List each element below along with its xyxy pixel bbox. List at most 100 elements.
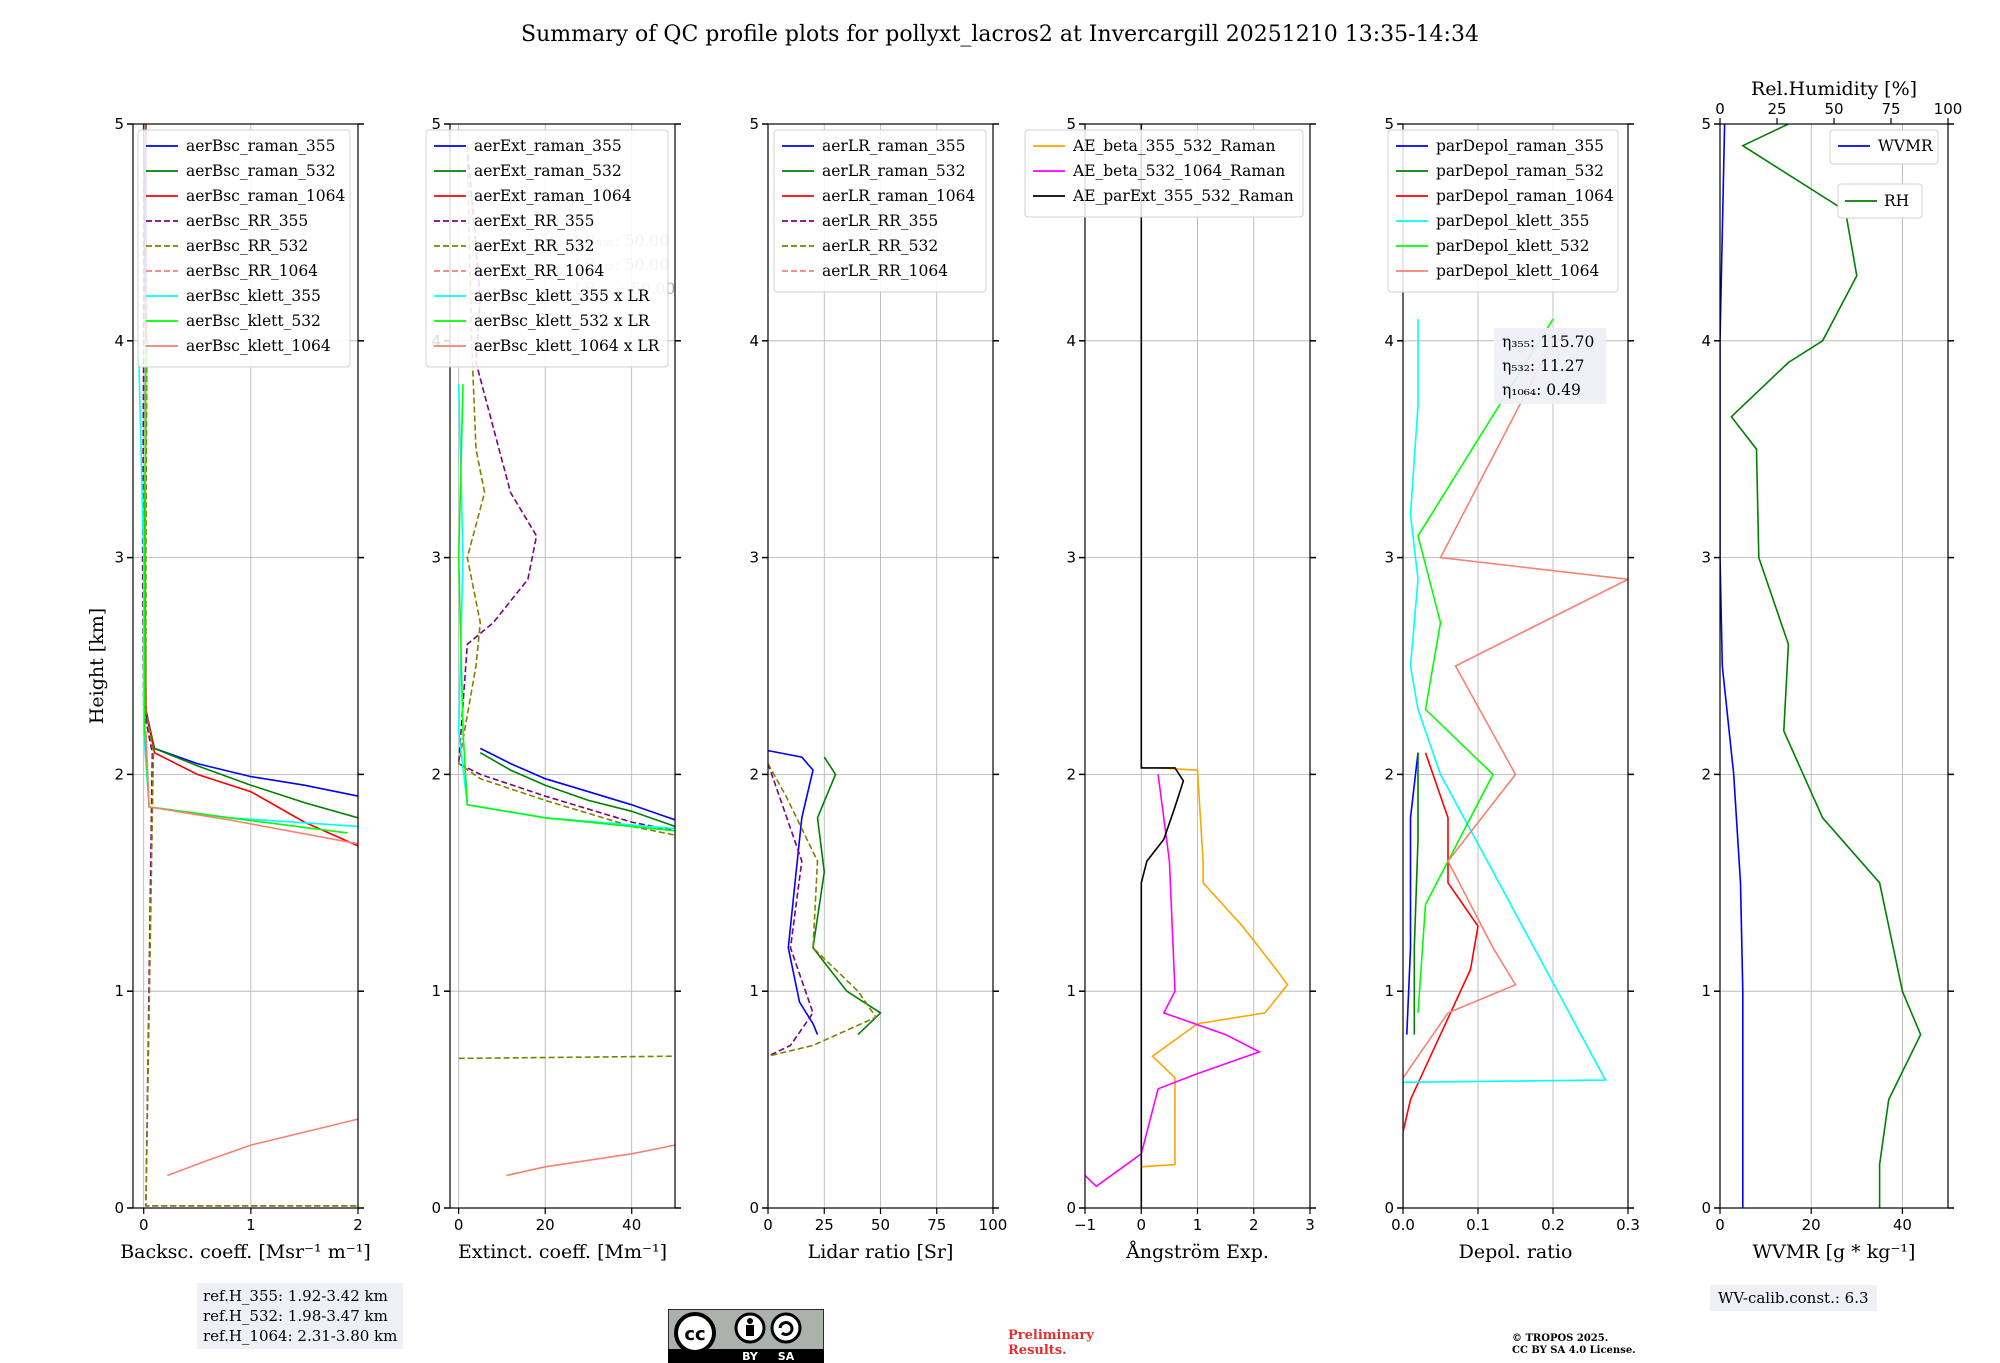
xtick-label: 0: [763, 1216, 773, 1234]
ytick-label: 5: [1384, 115, 1394, 133]
figure-title: Summary of QC profile plots for pollyxt_…: [521, 22, 1479, 47]
legend: AE_beta_355_532_Raman AE_beta_532_1064_Ra…: [1024, 129, 1304, 218]
ytick-label: 1: [114, 982, 124, 1000]
series-aerbsc-klett-532-x-lr: [457, 384, 675, 832]
xtick-label: 2: [1249, 1216, 1259, 1234]
legend-label: aerBsc_klett_532 x LR: [474, 312, 651, 330]
legend-label: aerExt_raman_532: [474, 162, 622, 180]
series-aerext-rr-low: [458, 1055, 675, 1060]
legend-frame: [137, 129, 351, 368]
series-aerext-rr-532: [457, 145, 675, 836]
axes-frame: [132, 123, 359, 1209]
ytick-label: 4: [114, 332, 124, 350]
ref-height-1064: ref.H_1064: 2.31-3.80 km: [203, 1327, 398, 1345]
ytick-label: 3: [1384, 549, 1394, 567]
ytick-label: 5: [1701, 115, 1711, 133]
ytick-label: 1: [1066, 982, 1076, 1000]
legend-label: aerBsc_klett_1064: [186, 337, 331, 355]
xtick-label: 25: [815, 1216, 834, 1234]
ytick-label: 0: [1066, 1199, 1076, 1217]
legend-label: aerBsc_raman_532: [186, 162, 336, 180]
legend: WVMR: [1829, 129, 1939, 165]
series-aerbsc-klett-1064-upper-: [145, 730, 358, 845]
panel-depol: 0 1 2 3 4 5 0.0 0.1 0.2 0.3 Depol. ratio η₃₅₅: 115.…: [1384, 115, 1639, 1263]
ytick-label: 0: [1384, 1199, 1394, 1217]
ytick-label: 2: [1066, 765, 1076, 783]
legend-label: RH: [1884, 192, 1909, 210]
series-aerbsc-klett-1064-x-lr: [506, 1144, 675, 1177]
series-group: [1720, 124, 1922, 1208]
annotation-line: η₁₀₆₄: 0.49: [1502, 381, 1581, 399]
legend: aerLR_raman_355 aerLR_raman_532 aerLR_rama…: [773, 129, 987, 293]
legend-frame: [1837, 183, 1923, 219]
series-group: [137, 124, 358, 1207]
xaxis-label: WVMR [g * kg⁻¹]: [1753, 1241, 1916, 1263]
annotation-line: η₃₅₅: 115.70: [1502, 333, 1594, 351]
xtick-label: 40: [622, 1216, 641, 1234]
legend-label: aerExt_RR_532: [474, 237, 595, 255]
legend-label: aerBsc_klett_532: [186, 312, 321, 330]
copyright-note: © TROPOS 2025. CC BY SA 4.0 License.: [1512, 1333, 1636, 1357]
top-xtick-label: 50: [1824, 100, 1843, 118]
ytick-label: 4: [1384, 332, 1394, 350]
xtick-label: 40: [1893, 1216, 1912, 1234]
legend-frame: [1024, 129, 1304, 218]
legend-label: aerBsc_RR_355: [186, 212, 308, 230]
series-aerlr-rr-355: [768, 763, 814, 1057]
top-xaxis-label: Rel.Humidity [%]: [1751, 78, 1917, 100]
legend-frame: [1829, 129, 1939, 165]
xaxis-label: Depol. ratio: [1459, 1241, 1573, 1263]
legend-label: aerLR_RR_355: [822, 212, 938, 230]
xtick-label: 75: [927, 1216, 946, 1234]
ytick-label: 5: [1066, 115, 1076, 133]
ytick-label: 3: [1066, 549, 1076, 567]
ytick-label: 1: [431, 982, 441, 1000]
xtick-label: 50: [871, 1216, 890, 1234]
series-group: [768, 749, 882, 1057]
annotation-line: η₅₃₂: 11.27: [1502, 357, 1584, 375]
series-group: [1085, 124, 1289, 1208]
top-xtick-label: 0: [1715, 100, 1725, 118]
legend-label: aerBsc_raman_1064: [186, 187, 346, 205]
copyright-line-2: CC BY SA 4.0 License.: [1512, 1345, 1636, 1356]
ytick-label: 2: [1384, 765, 1394, 783]
svg-text:cc: cc: [684, 1324, 705, 1345]
series-pardepol-raman-355: [1406, 752, 1419, 1035]
xtick-label: −1: [1074, 1216, 1096, 1234]
ytick-label: 3: [431, 549, 441, 567]
ytick-label: 5: [749, 115, 759, 133]
series-pardepol-raman-1064: [1403, 752, 1479, 1133]
top-xtick-label: 75: [1881, 100, 1900, 118]
legend: aerBsc_raman_355 aerBsc_raman_532 aerBsc_r…: [137, 129, 351, 368]
ytick-label: 0: [749, 1199, 759, 1217]
panel-backscatter: 0 1 2 3 4 5 0 1 2 Backsc. coeff. [Msr⁻¹ m⁻¹] aerBs…: [114, 115, 370, 1263]
xtick-label: 100: [979, 1216, 1008, 1234]
axes-frame: [1402, 123, 1629, 1209]
legend-frame: [773, 129, 987, 293]
ytick-label: 3: [114, 549, 124, 567]
legend-label: aerLR_raman_532: [822, 162, 965, 180]
ytick-label: 2: [1701, 765, 1711, 783]
legend-label: aerExt_RR_355: [474, 212, 595, 230]
xtick-label: 1: [1193, 1216, 1203, 1234]
ytick-label: 1: [1701, 982, 1711, 1000]
axes-frame: [1719, 123, 1949, 1209]
series-aerlr-raman-355: [768, 749, 819, 1035]
ytick-label: 2: [749, 765, 759, 783]
series-aerlr-rr-532: [768, 763, 878, 1057]
xtick-label: 0: [139, 1216, 149, 1234]
series-rh: [1730, 124, 1922, 1208]
series-group: [1403, 318, 1628, 1208]
axes-frame: [449, 123, 676, 1209]
legend: parDepol_raman_355 parDepol_raman_532 parD…: [1387, 129, 1619, 293]
xtick-label: 1: [246, 1216, 256, 1234]
legend-label: aerExt_raman_1064: [474, 187, 632, 205]
legend-label: parDepol_raman_355: [1436, 137, 1604, 155]
series-aerbsc-klett-1064: [167, 1118, 358, 1177]
legend-label: AE_parExt_355_532_Raman: [1072, 187, 1294, 205]
xtick-label: 0: [454, 1216, 464, 1234]
legend-label: aerExt_raman_355: [474, 137, 622, 155]
annotation-box: [1494, 328, 1606, 404]
